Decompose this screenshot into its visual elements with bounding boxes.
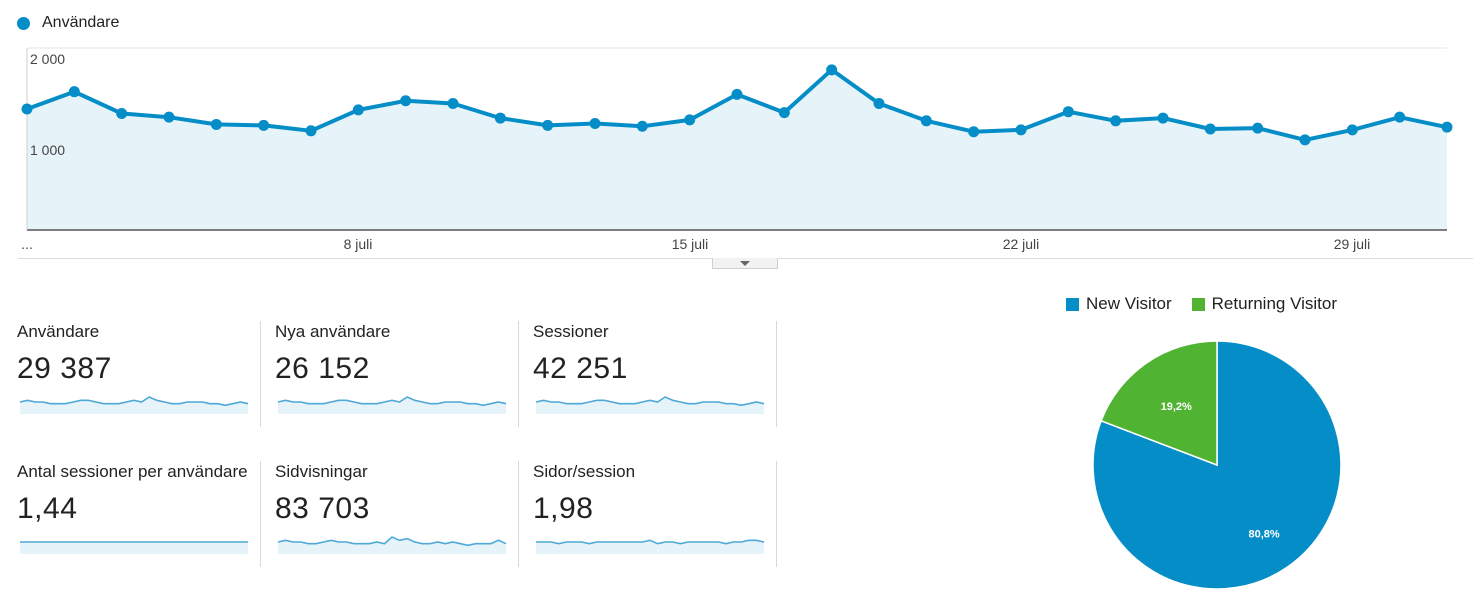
data-point: [116, 108, 128, 120]
legend-color-dot: [17, 16, 30, 30]
data-point: [731, 88, 743, 100]
data-point: [589, 118, 601, 130]
data-point: [1015, 124, 1027, 136]
metric-tile-pages-per-session[interactable]: Sidor/session 1,98: [533, 462, 773, 568]
pie-legend-label: New Visitor: [1086, 294, 1172, 313]
tile-separator: [776, 321, 777, 427]
legend-swatch: [1066, 297, 1079, 311]
x-tick-15-juli: 15 juli: [671, 236, 709, 252]
data-point: [494, 112, 506, 124]
data-point: [826, 64, 838, 76]
tile-separator: [260, 461, 261, 567]
collapse-chart-button[interactable]: [712, 258, 778, 269]
metric-sparkline: [277, 536, 507, 554]
data-point: [1299, 134, 1311, 146]
y-tick-1000: 1 000: [30, 142, 66, 158]
data-point: [305, 125, 317, 137]
area-fill: [27, 69, 1447, 230]
metric-tile-sessions-per-user[interactable]: Antal sessioner per användare 1,44: [17, 462, 257, 568]
tile-separator: [260, 321, 261, 427]
data-point: [542, 119, 554, 131]
data-point: [1252, 122, 1264, 134]
metric-value: 29 387: [17, 352, 112, 385]
caret-down-icon: [740, 260, 750, 266]
pie-slice-label: 19,2%: [1161, 401, 1192, 413]
tile-separator: [776, 461, 777, 567]
chart-legend[interactable]: Användare: [17, 14, 119, 32]
tile-separator: [518, 321, 519, 427]
data-point: [1157, 112, 1169, 124]
pie-legend-label: Returning Visitor: [1211, 294, 1338, 313]
sparkline-fill: [20, 542, 248, 554]
metric-tile-new-users[interactable]: Nya användare 26 152: [275, 322, 515, 428]
sparkline-line: [277, 536, 507, 547]
x-tick-start: ...: [21, 236, 33, 252]
data-point: [684, 114, 696, 126]
data-point: [163, 111, 175, 123]
data-point: [1204, 123, 1216, 135]
sparkline-line: [19, 396, 249, 407]
metric-label: Användare: [17, 322, 100, 341]
metric-label: Sessioner: [533, 322, 609, 341]
metric-value: 83 703: [275, 492, 370, 525]
x-tick-29-juli: 29 juli: [1333, 236, 1371, 252]
sparkline-line: [277, 396, 507, 407]
legend-swatch: [1191, 297, 1205, 311]
data-point: [778, 107, 790, 119]
pie-legend-item-returning[interactable]: Returning Visitor: [1191, 294, 1338, 314]
data-point: [258, 119, 270, 131]
metric-tile-users[interactable]: Användare 29 387: [17, 322, 257, 428]
pie-slice-label: 80,8%: [1248, 528, 1279, 540]
data-point: [920, 115, 932, 127]
metric-label: Sidor/session: [533, 462, 636, 481]
data-point: [1346, 124, 1358, 136]
data-point: [21, 103, 33, 115]
metric-tile-pageviews[interactable]: Sidvisningar 83 703: [275, 462, 515, 568]
y-tick-2000: 2 000: [30, 51, 66, 67]
data-point: [636, 120, 648, 132]
sparkline-fill: [536, 540, 764, 554]
metric-value: 1,44: [17, 492, 78, 525]
data-point: [68, 86, 80, 98]
metric-value: 42 251: [533, 352, 628, 385]
data-point: [400, 95, 412, 107]
metric-tile-sessions[interactable]: Sessioner 42 251: [533, 322, 773, 428]
data-point: [1062, 106, 1074, 118]
metric-label: Nya användare: [275, 322, 391, 341]
metric-sparkline: [20, 541, 248, 554]
visitor-type-pie-chart[interactable]: 80,8% 19,2%: [1090, 338, 1344, 592]
metric-value: 26 152: [275, 352, 370, 385]
x-tick-8-juli: 8 juli: [343, 236, 373, 252]
metric-label: Antal sessioner per användare: [17, 462, 248, 481]
legend-label: Användare: [42, 14, 120, 31]
users-line-chart[interactable]: [0, 0, 1481, 260]
sparkline-line: [535, 396, 765, 407]
data-point: [1394, 111, 1406, 123]
pie-legend: New Visitor Returning Visitor: [1066, 294, 1357, 314]
pie-legend-item-new[interactable]: New Visitor: [1066, 294, 1172, 314]
sparkline-fill: [278, 537, 506, 554]
data-point: [210, 118, 222, 130]
data-point: [352, 104, 364, 116]
sparkline-line: [536, 539, 765, 545]
data-point: [968, 126, 980, 138]
metric-sparkline: [19, 396, 249, 414]
data-point: [1441, 121, 1453, 133]
metric-sparkline: [277, 396, 507, 414]
metric-sparkline: [535, 396, 765, 414]
x-tick-22-juli: 22 juli: [1002, 236, 1040, 252]
data-point: [873, 98, 885, 110]
data-point: [1110, 115, 1122, 127]
metric-value: 1,98: [533, 492, 594, 525]
tile-separator: [518, 461, 519, 567]
data-point: [447, 98, 459, 110]
metric-label: Sidvisningar: [275, 462, 368, 481]
metric-sparkline: [536, 539, 765, 554]
pie-slice-returning-visitor: [1100, 340, 1218, 467]
